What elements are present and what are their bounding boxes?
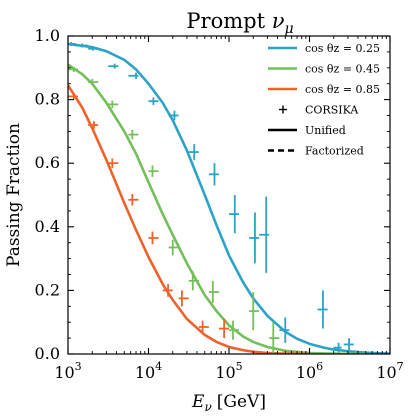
fit-curve-series-0: [68, 42, 390, 354]
corsika-point-series-0-7: [188, 144, 199, 161]
corsika-point-series-0-15: [343, 338, 354, 351]
corsika-point-series-1-2: [108, 100, 119, 109]
corsika-point-series-0-5: [148, 97, 159, 106]
corsika-point-series-2-2: [108, 158, 119, 168]
corsika-point-series-2-1: [88, 121, 99, 129]
corsika-point-series-1-10: [269, 322, 280, 354]
corsika-point-series-0-6: [168, 110, 179, 121]
legend-label: Factorized: [305, 145, 364, 158]
legend-label: Unified: [305, 124, 346, 137]
corsika-points: [68, 42, 354, 354]
corsika-point-series-0-4: [128, 72, 139, 79]
y-tick-label: 0.8: [35, 90, 60, 109]
legend-item-2: cos θz = 0.85: [268, 83, 380, 96]
legend-label: CORSIKA: [305, 104, 359, 117]
corsika-point-series-0-10: [249, 212, 260, 264]
fit-curve-series-2: [68, 84, 310, 354]
legend-item-4: Unified: [268, 124, 346, 137]
corsika-point-series-0-8: [208, 163, 219, 186]
x-tick-label: 103: [54, 360, 81, 382]
x-tick-label: 105: [215, 360, 242, 382]
legend-item-3: CORSIKA: [279, 104, 359, 117]
corsika-point-series-2-6: [178, 290, 189, 307]
corsika-point-series-0-13: [317, 290, 328, 329]
y-tick-label: 1.0: [35, 26, 60, 45]
corsika-point-series-0-3: [108, 63, 119, 69]
corsika-point-series-2-8: [218, 319, 229, 339]
chart-title: Prompt νμ: [186, 9, 293, 37]
legend-label: cos θz = 0.25: [305, 42, 380, 55]
legend-label: cos θz = 0.45: [305, 63, 380, 76]
corsika-point-series-2-4: [148, 231, 159, 245]
corsika-point-series-1-3: [128, 129, 139, 140]
corsika-point-series-2-5: [162, 284, 173, 297]
fit-curve-series-1: [68, 63, 366, 354]
y-tick-label: 0.4: [35, 217, 60, 236]
x-axis-label: Eν [GeV]: [191, 392, 266, 414]
x-tick-label: 107: [376, 360, 403, 382]
legend: cos θz = 0.25 cos θz = 0.45 cos θz = 0.85 C…: [268, 42, 380, 158]
corsika-point-series-2-3: [128, 194, 139, 206]
x-tick-label: 104: [135, 360, 162, 382]
legend-item-1: cos θz = 0.45: [268, 63, 380, 76]
corsika-point-series-2-0: [68, 93, 78, 100]
corsika-point-series-0-2: [88, 46, 99, 51]
y-axis-label: Passing Fraction: [4, 123, 24, 267]
corsika-point-series-1-9: [249, 291, 260, 331]
y-tick-label: 0.0: [35, 344, 60, 363]
corsika-point-series-1-8: [229, 320, 239, 340]
y-axis-ticks: 0.0 0.2 0.4 0.6 0.8 1.0: [35, 26, 390, 363]
corsika-point-series-1-7: [208, 280, 219, 304]
corsika-point-series-1-1: [88, 78, 99, 86]
y-tick-label: 0.2: [35, 280, 60, 299]
corsika-point-series-0-9: [229, 195, 239, 234]
corsika-point-series-1-4: [148, 165, 159, 177]
corsika-point-series-0-14: [333, 342, 342, 353]
corsika-point-series-0-1: [75, 43, 89, 48]
fit-curves: [68, 42, 390, 354]
x-tick-label: 106: [296, 360, 323, 382]
corsika-point-series-0-12: [279, 317, 290, 343]
y-tick-label: 0.6: [35, 153, 60, 172]
corsika-point-series-1-5: [168, 239, 179, 256]
corsika-point-series-0-0: [68, 42, 76, 46]
corsika-point-series-1-0: [68, 66, 78, 72]
legend-item-5: Factorized: [268, 145, 364, 158]
legend-label: cos θz = 0.85: [305, 83, 380, 96]
corsika-point-series-0-11: [259, 196, 270, 273]
legend-item-0: cos θz = 0.25: [268, 42, 380, 55]
corsika-point-series-2-7: [198, 320, 209, 334]
corsika-point-series-1-6: [188, 271, 199, 291]
x-axis-ticks: 103 104 105 106 107: [54, 36, 404, 382]
